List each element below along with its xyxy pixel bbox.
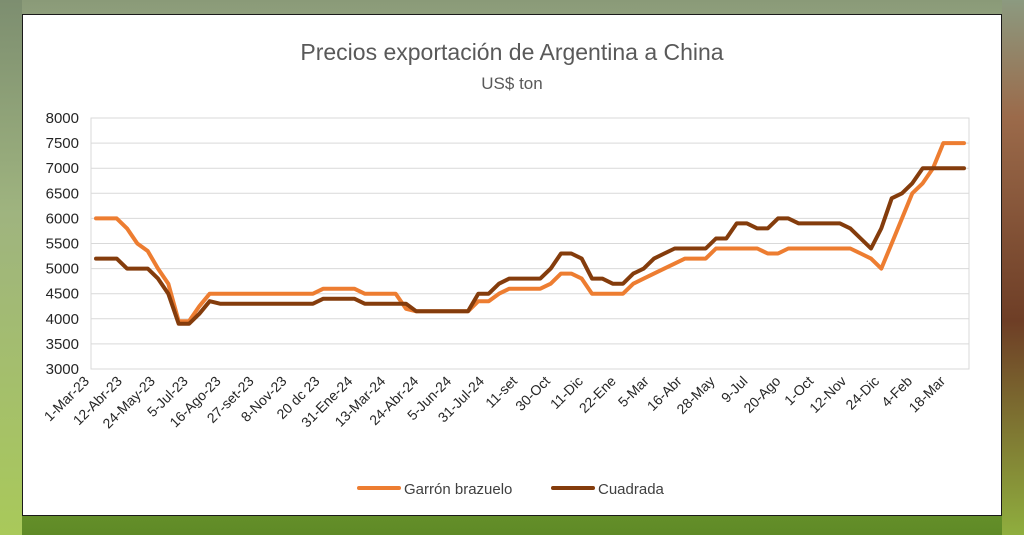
- legend-label: Cuadrada: [598, 481, 665, 498]
- y-tick-label: 7500: [46, 135, 79, 152]
- y-axis-ticks: 3000 3500 4000 4500 5000 5500 6000 6500 7000 7500…: [46, 110, 79, 378]
- y-tick-label: 6500: [46, 185, 79, 202]
- chart-title: Precios exportación de Argentina a China: [300, 39, 723, 65]
- chart-subtitle: US$ ton: [481, 74, 542, 93]
- series-lines: [94, 141, 966, 326]
- y-tick-label: 5500: [46, 236, 79, 253]
- line-chart: Precios exportación de Argentina a China…: [41, 39, 970, 498]
- x-tick-label: 20-Ago: [740, 373, 783, 416]
- x-tick-label: 12-Nov: [806, 373, 849, 416]
- legend-label: Garrón brazuelo: [404, 481, 512, 498]
- y-tick-label: 4000: [46, 311, 79, 328]
- y-tick-label: 3500: [46, 336, 79, 353]
- y-tick-label: 5000: [46, 261, 79, 278]
- y-tick-label: 8000: [46, 110, 79, 127]
- x-tick-label: 18-Mar: [905, 373, 948, 416]
- x-tick-label: 22-Ene: [576, 373, 619, 416]
- y-tick-label: 4500: [46, 286, 79, 303]
- y-tick-label: 7000: [46, 160, 79, 177]
- x-axis-ticks: 1-Mar-2312-Abr-2324-May-235-Jul-2316-Ago…: [41, 373, 949, 432]
- y-tick-label: 6000: [46, 210, 79, 227]
- background-right: [1002, 0, 1024, 535]
- series-line-garron-brazuelo: [94, 141, 966, 324]
- legend: Garrón brazuelo Cuadrada: [357, 481, 665, 498]
- x-tick-label: 24-Dic: [842, 373, 882, 413]
- background-left: [0, 0, 22, 535]
- grid-lines: [90, 117, 970, 370]
- chart-panel: Precios exportación de Argentina a China…: [22, 14, 1002, 516]
- x-tick-label: 30-Oct: [512, 373, 553, 414]
- y-tick-label: 3000: [46, 361, 79, 378]
- series-line-cuadrada: [94, 166, 966, 326]
